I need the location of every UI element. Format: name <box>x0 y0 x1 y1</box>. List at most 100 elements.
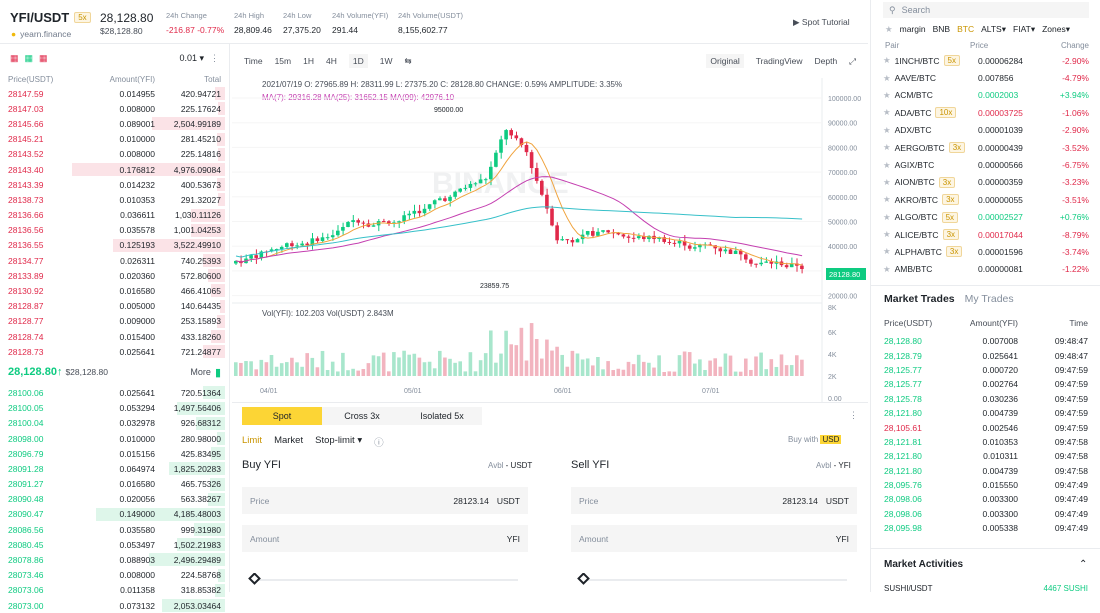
orderbook-row[interactable]: 28128.77 0.009000 253.15893 <box>0 314 229 329</box>
spot-tutorial-link[interactable]: ▶ Spot Tutorial <box>793 17 850 27</box>
order-type-limit[interactable]: Limit <box>242 435 263 446</box>
pair-row[interactable]: ★ AGIX/BTC 0.00000566 -6.75% <box>871 156 1100 173</box>
favorite-star-icon[interactable]: ★ <box>883 194 891 205</box>
interval-1w[interactable]: 1W <box>379 56 393 66</box>
tab-my-trades[interactable]: My Trades <box>964 293 1014 305</box>
favorite-star-icon[interactable]: ★ <box>883 263 891 274</box>
order-type-stop-limit[interactable]: Stop-limit ▾ <box>315 435 363 446</box>
pair-row[interactable]: ★ AAVE/BTC 0.007856 -4.79% <box>871 69 1100 86</box>
orderbook-row[interactable]: 28133.89 0.020360 572.80600 <box>0 268 229 283</box>
buy-percent-slider[interactable] <box>242 573 528 587</box>
orderbook-row[interactable]: 28143.39 0.014232 400.53673 <box>0 177 229 192</box>
favorite-star-icon[interactable]: ★ <box>883 55 891 66</box>
candlestick-chart[interactable]: BINANCE 2021/07/19 O: 27965.89 H: 28311.… <box>232 78 868 402</box>
orderbook-row[interactable]: 28090.47 0.149000 4,185.48003 <box>0 507 229 522</box>
sell-percent-slider[interactable] <box>571 573 857 587</box>
orderbook-row[interactable]: 28136.55 0.125193 3,522.49910 <box>0 238 229 253</box>
orderbook-row[interactable]: 28080.45 0.053497 1,502.21983 <box>0 537 229 552</box>
form-more-icon[interactable]: ⋮ <box>849 410 858 420</box>
favorite-star-icon[interactable]: ★ <box>883 89 891 100</box>
view-depth[interactable]: Depth <box>814 56 838 66</box>
orderbook-row[interactable]: 28147.59 0.014955 420.94721 <box>0 86 229 101</box>
orderbook-row[interactable]: 28073.06 0.011358 318.85382 <box>0 583 229 598</box>
view-tradingview[interactable]: TradingView <box>755 56 803 66</box>
interval-15m[interactable]: 15m <box>274 56 292 66</box>
orderbook-row[interactable]: 28143.40 0.176812 4,976.09084 <box>0 162 229 177</box>
orderbook-row[interactable]: 28128.74 0.015400 433.18260 <box>0 329 229 344</box>
orderbook-row[interactable]: 28100.04 0.032978 926.68312 <box>0 416 229 431</box>
interval-time[interactable]: Time <box>244 56 263 66</box>
orderbook-row[interactable]: 28078.86 0.088903 2,496.29489 <box>0 552 229 567</box>
pair-row[interactable]: ★ AERGO/BTC 3x 0.00000439 -3.52% <box>871 139 1100 156</box>
pair-row[interactable]: ★ ALPHA/BTC 3x 0.00001596 -3.74% <box>871 243 1100 260</box>
favorite-star-icon[interactable]: ★ <box>883 176 891 187</box>
settings-icon[interactable]: ⇆ <box>404 55 412 66</box>
tab-isolated[interactable]: Isolated 5x <box>420 411 464 421</box>
sell-price-input[interactable]: Price 28123.14 USDT <box>571 487 857 514</box>
orderbook-row[interactable]: 28134.77 0.026311 740.25393 <box>0 253 229 268</box>
pair-row[interactable]: ★ 1INCH/BTC 5x 0.00006284 -2.90% <box>871 52 1100 69</box>
favorite-star-icon[interactable]: ★ <box>883 124 891 135</box>
pair-row[interactable]: ★ AION/BTC 3x 0.00000359 -3.23% <box>871 174 1100 191</box>
orderbook-row[interactable]: 28096.79 0.015156 425.83495 <box>0 446 229 461</box>
orderbook-row[interactable]: 28073.46 0.008000 224.58768 <box>0 568 229 583</box>
orderbook-row[interactable]: 28130.92 0.016580 466.41065 <box>0 283 229 298</box>
orderbook-row[interactable]: 28098.00 0.010000 280.98000 <box>0 431 229 446</box>
pair-row[interactable]: ★ ADX/BTC 0.00001039 -2.90% <box>871 122 1100 139</box>
favorite-star-icon[interactable]: ★ <box>883 211 891 222</box>
orderbook-row[interactable]: 28100.05 0.053294 1,497.56406 <box>0 401 229 416</box>
interval-1d[interactable]: 1D <box>348 54 368 68</box>
more-options-icon[interactable]: ⋮ <box>210 52 219 63</box>
favorites-star-icon[interactable]: ★ <box>885 24 893 34</box>
favorite-star-icon[interactable]: ★ <box>883 159 891 170</box>
orderbook-row[interactable]: 28143.52 0.008000 225.14816 <box>0 147 229 162</box>
orderbook-row[interactable]: 28091.28 0.064974 1,825.20283 <box>0 461 229 476</box>
favorite-star-icon[interactable]: ★ <box>883 246 891 257</box>
filter-zones[interactable]: Zones▾ <box>1042 24 1070 34</box>
filter-btc[interactable]: BTC <box>957 24 975 34</box>
favorite-star-icon[interactable]: ★ <box>883 72 891 83</box>
pair-search-input[interactable]: ⚲ Search <box>883 2 1089 18</box>
pair-row[interactable]: ★ ACM/BTC 0.0002003 +3.94% <box>871 87 1100 104</box>
orderbook-row[interactable]: 28136.66 0.036611 1,030.11126 <box>0 208 229 223</box>
book-asks-icon[interactable]: ▦ <box>39 52 48 63</box>
favorite-star-icon[interactable]: ★ <box>883 142 891 153</box>
collapse-icon[interactable]: ⌃ <box>1079 559 1088 570</box>
book-bids-icon[interactable]: ▦ <box>24 52 34 63</box>
buy-with-select[interactable]: Buy with USD <box>788 435 842 444</box>
activity-row[interactable]: SUSHI/USDT 4467 SUSHI <box>884 584 1088 593</box>
orderbook-row[interactable]: 28073.00 0.073132 2,053.03464 <box>0 598 229 613</box>
order-type-market[interactable]: Market <box>274 435 304 446</box>
buy-amount-input[interactable]: Amount YFI <box>242 525 528 552</box>
pair-row[interactable]: ★ AKRO/BTC 3x 0.00000055 -3.51% <box>871 191 1100 208</box>
sell-amount-input[interactable]: Amount YFI <box>571 525 857 552</box>
favorite-star-icon[interactable]: ★ <box>883 107 891 118</box>
orderbook-row[interactable]: 28147.03 0.008000 225.17624 <box>0 101 229 116</box>
fullscreen-icon[interactable]: ⤢ <box>849 55 856 66</box>
buy-price-input[interactable]: Price 28123.14 USDT <box>242 487 528 514</box>
filter-margin[interactable]: margin <box>899 24 926 34</box>
pair-row[interactable]: ★ ADA/BTC 10x 0.00003725 -1.06% <box>871 104 1100 121</box>
view-original[interactable]: Original <box>706 54 744 68</box>
pair-row[interactable]: ★ ALGO/BTC 5x 0.00002527 +0.76% <box>871 209 1100 226</box>
filter-alts[interactable]: ALTS▾ <box>981 24 1007 34</box>
orderbook-row[interactable]: 28128.87 0.005000 140.64435 <box>0 299 229 314</box>
orderbook-row[interactable]: 28091.27 0.016580 465.75326 <box>0 477 229 492</box>
orderbook-row[interactable]: 28145.21 0.010000 281.45210 <box>0 132 229 147</box>
orderbook-row[interactable]: 28100.06 0.025641 720.51364 <box>0 385 229 400</box>
pair-row[interactable]: ★ ALICE/BTC 3x 0.00017044 -8.79% <box>871 226 1100 243</box>
filter-fiat[interactable]: FIAT▾ <box>1013 24 1036 34</box>
orderbook-row[interactable]: 28145.66 0.089001 2,504.99189 <box>0 116 229 131</box>
precision-select[interactable]: 0.01 ▾ <box>179 52 204 63</box>
orderbook-row[interactable]: 28090.48 0.020056 563.38267 <box>0 492 229 507</box>
tab-cross[interactable]: Cross 3x <box>344 411 380 421</box>
info-icon[interactable]: ⓘ <box>374 438 384 449</box>
book-both-icon[interactable]: ▦ <box>10 52 19 63</box>
orderbook-row[interactable]: 28136.56 0.035578 1,001.04253 <box>0 223 229 238</box>
more-link[interactable]: More <box>190 367 211 378</box>
tab-market-trades[interactable]: Market Trades <box>884 293 955 305</box>
tab-spot[interactable]: Spot <box>242 407 322 425</box>
favorite-star-icon[interactable]: ★ <box>883 229 891 240</box>
orderbook-row[interactable]: 28086.56 0.035580 999.31980 <box>0 522 229 537</box>
symbol-title[interactable]: YFI/USDT 5x <box>10 10 91 25</box>
